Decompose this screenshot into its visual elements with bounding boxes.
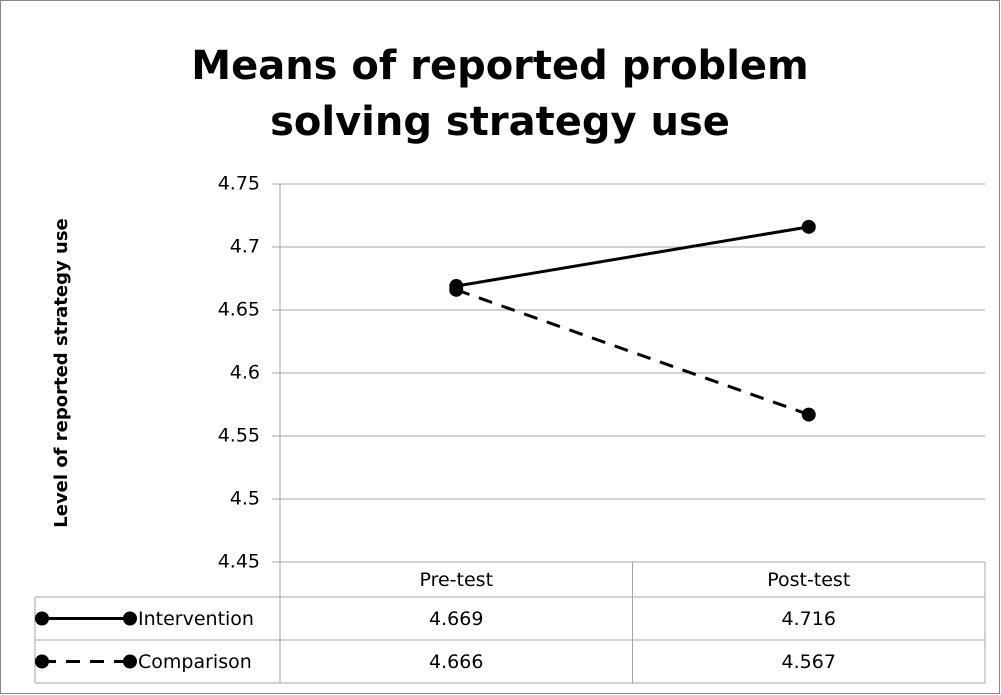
table-value: 4.716 — [782, 608, 836, 630]
x-tick-label: Pre-test — [419, 569, 493, 591]
y-tick-label: 4.65 — [218, 299, 260, 321]
y-tick-label: 4.45 — [218, 551, 260, 573]
data-point — [449, 282, 464, 297]
series-line — [456, 225, 809, 288]
x-tick-label: Post-test — [767, 569, 850, 591]
table-value: 4.666 — [429, 651, 483, 673]
y-tick-label: 4.55 — [218, 425, 260, 447]
chart-title: Means of reported problem solving strate… — [191, 43, 809, 145]
y-tick-label: 4.75 — [218, 173, 260, 195]
table-value: 4.669 — [429, 608, 483, 630]
legend-label: Comparison — [138, 651, 252, 673]
data-point — [801, 407, 816, 422]
y-tick-label: 4.7 — [230, 236, 260, 258]
data-point — [801, 219, 816, 234]
legend-key-dot — [35, 654, 49, 669]
y-tick-label: 4.5 — [230, 488, 260, 510]
table-value: 4.567 — [782, 651, 836, 673]
legend-label: Intervention — [138, 608, 254, 630]
y-tick-label: 4.6 — [230, 362, 260, 384]
legend-key-dot — [123, 654, 137, 669]
legend-key-dot — [123, 611, 137, 626]
y-axis-label: Level of reported strategy use — [51, 218, 72, 527]
legend-key-dot — [35, 611, 49, 626]
